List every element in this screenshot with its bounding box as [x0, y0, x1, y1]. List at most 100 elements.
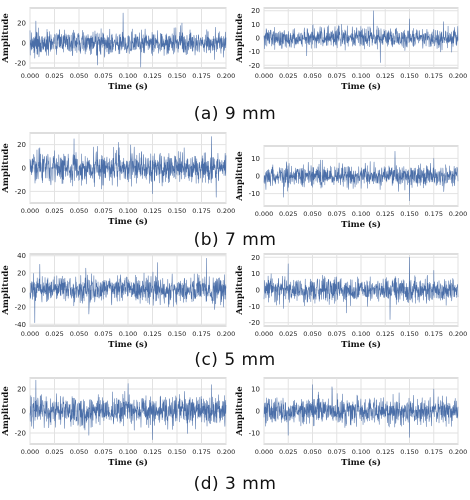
x-tick-label: 0.175 [192, 72, 211, 80]
signal-line-a-left [29, 12, 227, 68]
x-tick-label: 0.025 [45, 330, 64, 338]
caption-5mm: (c) 5 mm [194, 350, 276, 370]
y-axis-label: Amplitude [1, 265, 11, 316]
x-tick-label: 0.150 [400, 330, 419, 338]
y-tick-label: -10 [249, 430, 260, 438]
x-axis-label: Time (s) [108, 81, 148, 92]
x-tick-label: 0.175 [192, 207, 211, 215]
x-tick-label: 0.150 [400, 448, 419, 456]
y-tick-label: -40 [15, 321, 26, 329]
x-axis-label: Time (s) [341, 339, 381, 350]
signal-line-d-right [263, 384, 459, 438]
y-tick-label: 0 [22, 287, 26, 295]
signal-line-a-right [263, 10, 459, 63]
x-tick-label: 0.200 [217, 448, 236, 456]
x-tick-label: 0.200 [449, 72, 468, 80]
y-tick-label: -20 [15, 60, 26, 68]
x-tick-label: 0.100 [352, 210, 371, 218]
x-tick-label: 0.100 [119, 207, 138, 215]
y-axis-label: Amplitude [235, 151, 245, 202]
x-tick-label: 0.150 [400, 210, 419, 218]
y-tick-label: 0 [22, 165, 26, 173]
x-tick-label: 0.100 [119, 72, 138, 80]
x-tick-label: 0.150 [168, 448, 187, 456]
y-tick-label: 0 [256, 408, 260, 416]
y-tick-label: -20 [249, 319, 260, 327]
x-tick-label: 0.175 [424, 330, 443, 338]
y-tick-label: 10 [251, 21, 260, 29]
x-tick-label: 0.050 [70, 448, 89, 456]
x-axis-label: Time (s) [108, 339, 148, 350]
y-tick-label: 0 [256, 287, 260, 295]
y-tick-label: 20 [17, 386, 26, 394]
x-tick-label: 0.200 [217, 72, 236, 80]
y-tick-label: 10 [251, 155, 260, 163]
x-tick-label: 0.050 [303, 210, 322, 218]
x-tick-label: 0.200 [449, 210, 468, 218]
x-tick-label: 0.100 [119, 448, 138, 456]
x-tick-label: 0.000 [255, 210, 274, 218]
x-axis-label: Time (s) [108, 457, 148, 468]
signal-line-b-right [263, 151, 459, 201]
y-tick-label: -20 [249, 62, 260, 70]
x-axis-label: Time (s) [108, 216, 148, 227]
x-tick-label: 0.125 [376, 448, 395, 456]
x-tick-label: 0.175 [192, 448, 211, 456]
x-tick-label: 0.125 [376, 72, 395, 80]
y-tick-label: -10 [249, 303, 260, 311]
x-tick-label: 0.150 [168, 330, 187, 338]
x-tick-label: 0.150 [168, 207, 187, 215]
x-tick-label: 0.050 [70, 330, 89, 338]
x-tick-label: 0.025 [45, 72, 64, 80]
x-tick-label: 0.125 [143, 330, 162, 338]
x-tick-label: 0.075 [327, 72, 346, 80]
signal-line-b-left [29, 136, 227, 198]
x-tick-label: 0.125 [143, 72, 162, 80]
x-tick-label: 0.200 [217, 330, 236, 338]
x-tick-label: 0.125 [143, 207, 162, 215]
x-tick-label: 0.000 [21, 448, 40, 456]
y-tick-label: 0 [22, 408, 26, 416]
x-tick-label: 0.075 [327, 330, 346, 338]
y-tick-label: 20 [251, 7, 260, 15]
x-tick-label: 0.050 [303, 72, 322, 80]
x-tick-label: 0.025 [45, 207, 64, 215]
x-tick-label: 0.200 [217, 207, 236, 215]
x-tick-label: 0.000 [21, 72, 40, 80]
x-tick-label: 0.075 [94, 72, 113, 80]
x-tick-label: 0.050 [70, 72, 89, 80]
caption-9mm: (a) 9 mm [193, 104, 277, 124]
y-tick-label: 10 [251, 386, 260, 394]
y-tick-label: -20 [15, 304, 26, 312]
x-tick-label: 0.200 [449, 330, 468, 338]
x-tick-label: 0.100 [352, 448, 371, 456]
y-tick-label: 20 [17, 141, 26, 149]
x-tick-label: 0.075 [327, 210, 346, 218]
y-axis-label: Amplitude [235, 13, 245, 64]
x-axis-label: Time (s) [341, 457, 381, 468]
x-axis-label: Time (s) [341, 81, 381, 92]
x-tick-label: 0.125 [376, 330, 395, 338]
x-tick-label: 0.150 [168, 72, 187, 80]
y-tick-label: 0 [256, 35, 260, 43]
x-tick-label: 0.075 [94, 207, 113, 215]
y-tick-label: 10 [251, 270, 260, 278]
x-tick-label: 0.100 [119, 330, 138, 338]
x-tick-label: 0.125 [143, 448, 162, 456]
y-axis-label: Amplitude [1, 143, 11, 194]
y-axis-label: Amplitude [1, 13, 11, 64]
caption-7mm: (b) 7 mm [193, 230, 277, 250]
x-axis-label: Time (s) [341, 219, 381, 230]
y-tick-label: 40 [17, 252, 26, 260]
x-tick-label: 0.000 [21, 207, 40, 215]
y-tick-label: -10 [249, 48, 260, 56]
x-tick-label: 0.050 [70, 207, 89, 215]
caption-3mm: (d) 3 mm [193, 474, 277, 494]
signal-line-d-left [29, 379, 227, 440]
y-axis-label: Amplitude [235, 386, 245, 437]
y-tick-label: 20 [251, 254, 260, 262]
x-tick-label: 0.025 [45, 448, 64, 456]
x-tick-label: 0.000 [255, 72, 274, 80]
x-tick-label: 0.175 [424, 72, 443, 80]
x-tick-label: 0.100 [352, 72, 371, 80]
